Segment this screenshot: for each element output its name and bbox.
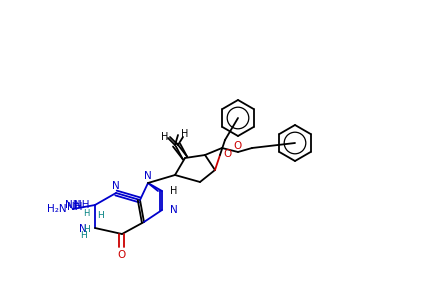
Text: O: O xyxy=(117,250,126,260)
Text: H₂N: H₂N xyxy=(47,204,67,214)
Text: NH: NH xyxy=(68,202,83,212)
Text: N: N xyxy=(112,181,120,191)
Text: N: N xyxy=(79,224,87,234)
Text: N: N xyxy=(169,205,177,215)
Text: H: H xyxy=(83,208,90,218)
Text: NH: NH xyxy=(74,200,90,210)
Text: O: O xyxy=(233,141,242,151)
Text: O: O xyxy=(222,149,231,159)
Text: H: H xyxy=(181,129,188,139)
Text: H: H xyxy=(97,210,104,220)
Text: NH: NH xyxy=(65,200,81,210)
Text: H: H xyxy=(161,132,168,142)
Text: H: H xyxy=(80,232,87,241)
Text: N: N xyxy=(144,171,151,181)
Text: H: H xyxy=(169,186,177,196)
Text: H: H xyxy=(83,226,90,234)
